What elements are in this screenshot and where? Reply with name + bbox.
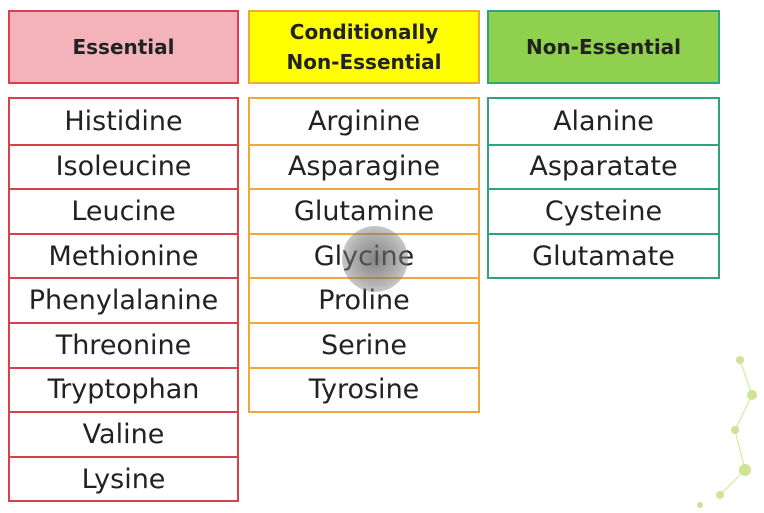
column-header: Non-Essential xyxy=(487,10,720,84)
list-item: Arginine xyxy=(307,105,421,137)
list-item: Leucine xyxy=(10,188,237,233)
list-item: Threonine xyxy=(10,321,237,367)
list-item: Serine xyxy=(250,321,478,367)
list-item: Tyrosine xyxy=(250,366,478,412)
list-item: Tryptophan xyxy=(10,366,237,412)
list-item: Methionine xyxy=(10,232,237,278)
list-item: Glutamate xyxy=(489,232,718,278)
list-item: Alanine xyxy=(553,105,654,137)
list-item: Isoleucine xyxy=(10,143,237,189)
list-item: Valine xyxy=(10,411,237,456)
list-item: Cysteine xyxy=(489,188,718,233)
column-list: Arginine Asparagine Glutamine Glycine Prolin… xyxy=(248,97,480,414)
list-item: Proline xyxy=(250,277,478,322)
column-list: Histidine Isoleucine Leucine Methionine Phen… xyxy=(8,97,239,503)
list-item: Histidine xyxy=(64,105,183,137)
list-item: Asparagine xyxy=(250,143,478,189)
column-header: Conditionally Non-Essential xyxy=(248,10,480,84)
list-item: Lysine xyxy=(10,455,237,501)
column-list: Alanine Asparatate Cysteine Glutamate xyxy=(487,97,720,280)
column-header: Essential xyxy=(8,10,239,84)
list-item: Asparatate xyxy=(489,143,718,189)
list-item: Phenylalanine xyxy=(10,277,237,322)
list-item: Glutamine xyxy=(250,188,478,233)
list-item: Glycine xyxy=(250,232,478,278)
